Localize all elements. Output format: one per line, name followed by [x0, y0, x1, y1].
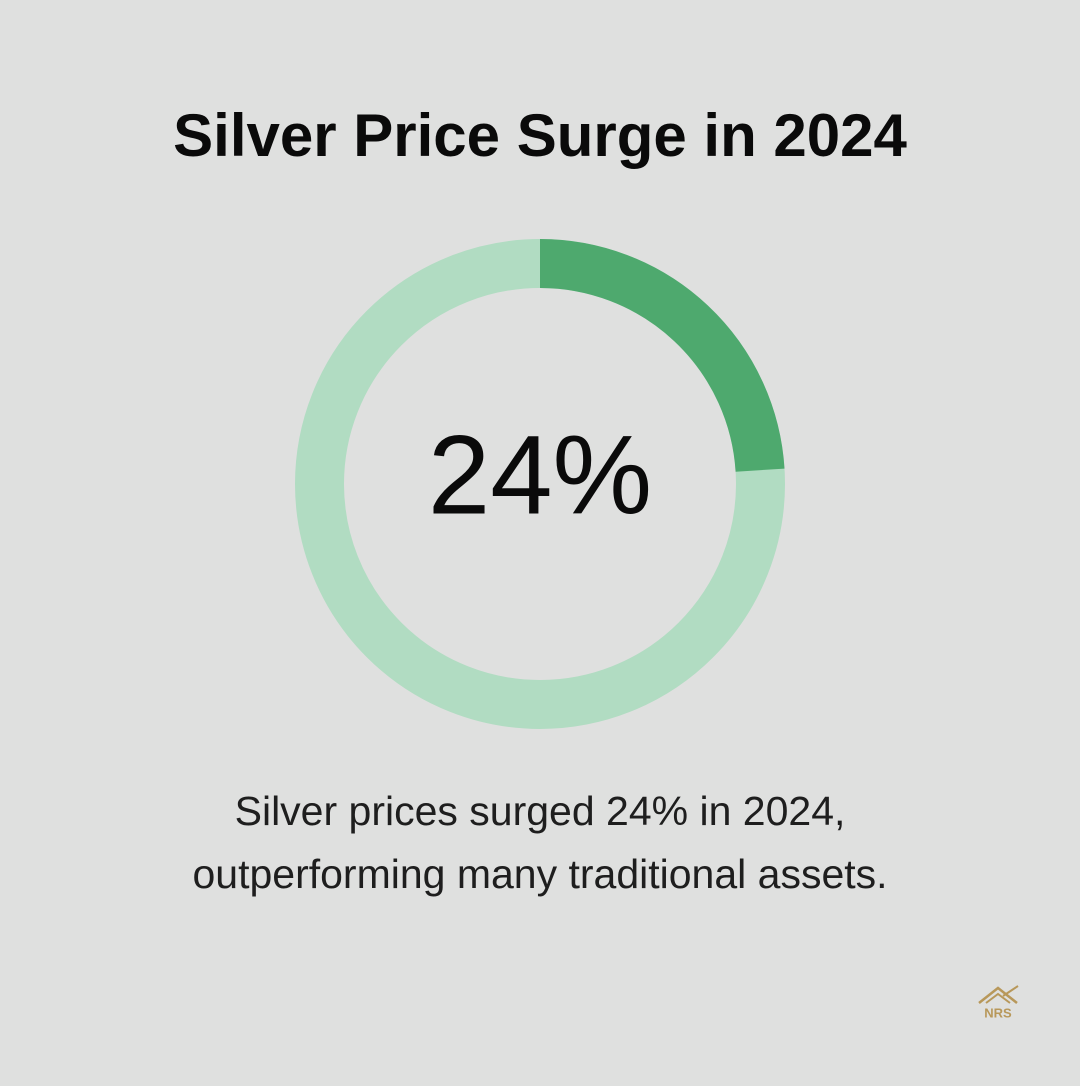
logo-arrow: [1002, 985, 1019, 997]
logo-roof-inner: [985, 992, 1011, 1004]
description-line: outperforming many traditional assets.: [192, 851, 887, 897]
value-label: 24%: [428, 413, 652, 538]
chart-title: Silver Price Surge in 2024: [173, 102, 907, 169]
description-line: Silver prices surged 24% in 2024,: [235, 788, 846, 834]
ring-segment: [539, 239, 785, 473]
logo-roof: [978, 986, 1018, 1004]
logo: NRS: [978, 985, 1019, 1020]
logo-text: NRS: [984, 1005, 1012, 1020]
